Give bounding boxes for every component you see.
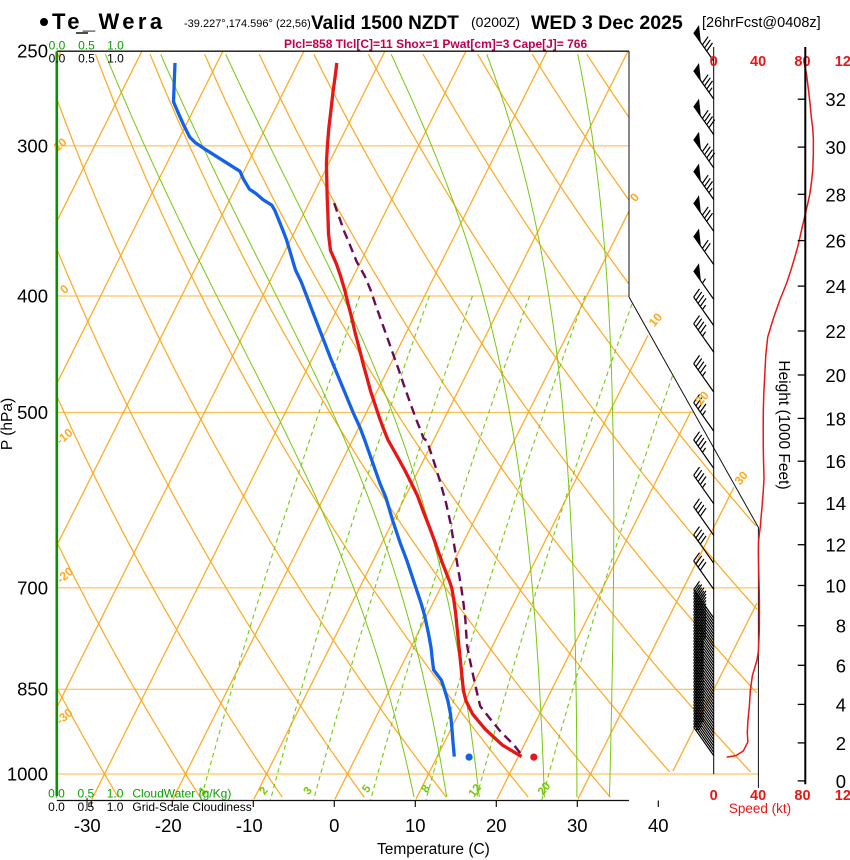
svg-text:14: 14	[825, 493, 846, 514]
svg-text:Grid-Scale Cloudiness: Grid-Scale Cloudiness	[132, 800, 251, 814]
svg-text:400: 400	[17, 286, 48, 307]
svg-text:8: 8	[836, 616, 846, 637]
svg-text:10: 10	[405, 815, 426, 836]
svg-text:32: 32	[825, 89, 846, 110]
svg-text:Valid 1500 NZDT: Valid 1500 NZDT	[311, 13, 459, 34]
svg-text:(0200Z): (0200Z)	[471, 14, 520, 30]
svg-text:30: 30	[825, 137, 846, 158]
svg-text:[26hrFcst@0408z]: [26hrFcst@0408z]	[702, 15, 821, 31]
svg-text:12: 12	[825, 535, 846, 556]
svg-text:0: 0	[710, 788, 718, 804]
svg-text:0.5: 0.5	[78, 52, 95, 66]
svg-text:2: 2	[836, 733, 846, 754]
svg-text:24: 24	[825, 276, 846, 297]
svg-text:80: 80	[794, 54, 810, 70]
svg-text:20: 20	[825, 365, 846, 386]
svg-text:500: 500	[17, 402, 48, 423]
svg-text:0.0: 0.0	[49, 52, 66, 66]
svg-text:300: 300	[17, 135, 48, 156]
svg-text:22: 22	[825, 321, 846, 342]
svg-text:6: 6	[836, 655, 846, 676]
svg-text:1.0: 1.0	[107, 800, 124, 814]
svg-text:10: 10	[825, 576, 846, 597]
svg-text:40: 40	[750, 54, 766, 70]
svg-text:1.0: 1.0	[107, 52, 124, 66]
svg-text:80: 80	[794, 788, 810, 804]
svg-text:0: 0	[710, 54, 718, 70]
svg-text:26: 26	[825, 231, 846, 252]
svg-text:1.0: 1.0	[107, 787, 124, 801]
svg-text:-20: -20	[155, 815, 182, 836]
svg-text:4: 4	[836, 694, 846, 715]
svg-text:120: 120	[835, 54, 850, 70]
svg-text:18: 18	[825, 408, 846, 429]
svg-text:16: 16	[825, 451, 846, 472]
svg-text:-39.227°,174.596° (22,56): -39.227°,174.596° (22,56)	[184, 18, 311, 30]
svg-text:40: 40	[648, 815, 669, 836]
svg-text:0: 0	[329, 815, 339, 836]
svg-text:-10: -10	[236, 815, 263, 836]
svg-text:850: 850	[17, 679, 48, 700]
svg-text:0.5: 0.5	[78, 39, 95, 53]
svg-text:700: 700	[17, 577, 48, 598]
svg-text:WED 3 Dec 2025: WED 3 Dec 2025	[531, 12, 683, 34]
svg-text:Te_Wera: Te_Wera	[52, 9, 165, 34]
svg-text:40: 40	[750, 788, 766, 804]
svg-text:1.0: 1.0	[107, 39, 124, 53]
svg-text:0.0: 0.0	[48, 800, 65, 814]
svg-text:1000: 1000	[7, 764, 48, 785]
svg-text:0: 0	[836, 771, 846, 792]
svg-text:-30: -30	[74, 815, 101, 836]
svg-text:P (hPa): P (hPa)	[0, 398, 16, 450]
svg-text:CloudWater (g/Kg): CloudWater (g/Kg)	[132, 787, 231, 801]
svg-text:Temperature (C): Temperature (C)	[377, 841, 490, 858]
svg-text:30: 30	[567, 815, 588, 836]
svg-text:Height (1000 Feet): Height (1000 Feet)	[775, 360, 792, 489]
svg-text:28: 28	[825, 184, 846, 205]
svg-text:Speed (kt): Speed (kt)	[729, 801, 791, 816]
svg-text:0.5: 0.5	[77, 787, 94, 801]
svg-text:20: 20	[486, 815, 507, 836]
svg-text:0.5: 0.5	[77, 800, 94, 814]
svg-text:0.0: 0.0	[49, 39, 66, 53]
svg-text:0.0: 0.0	[48, 787, 65, 801]
svg-text:120: 120	[835, 788, 850, 804]
svg-text:250: 250	[17, 41, 48, 62]
svg-text:PIcl=858 TIcl[C]=11 Shox=1 Pwa: PIcl=858 TIcl[C]=11 Shox=1 Pwat[cm]=3 Ca…	[284, 37, 587, 51]
